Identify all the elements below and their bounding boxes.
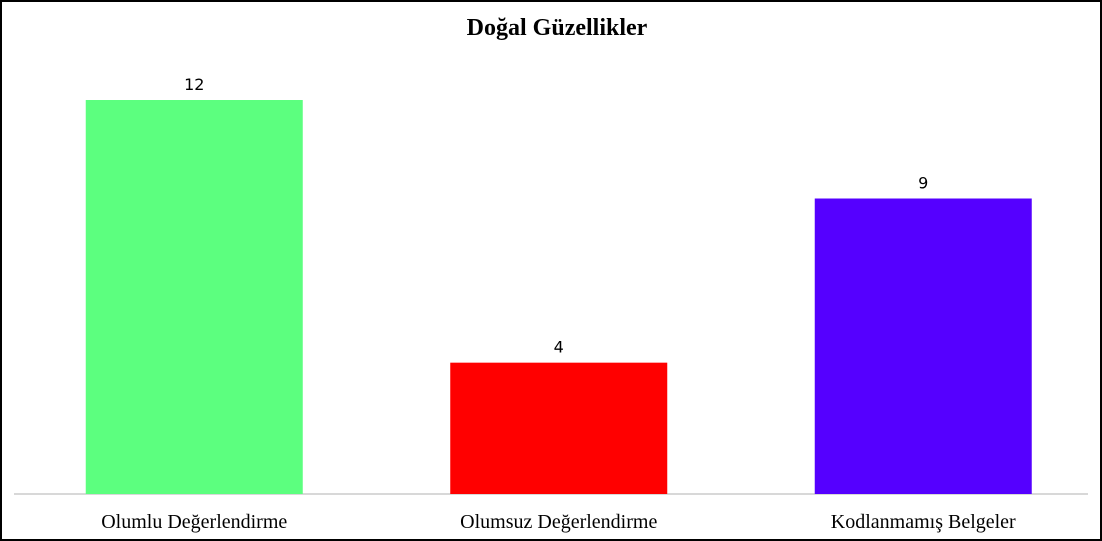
- chart-title: Doğal Güzellikler: [467, 15, 648, 41]
- bar: [85, 100, 303, 494]
- bar: [450, 362, 668, 494]
- value-label: 4: [554, 338, 564, 357]
- x-tick-label: Kodlanmamış Belgeler: [831, 511, 1016, 533]
- bar: [814, 198, 1032, 494]
- x-tick-label: Olumsuz Değerlendirme: [460, 511, 657, 533]
- value-label: 9: [918, 174, 928, 193]
- value-label: 12: [184, 75, 204, 94]
- x-tick-label: Olumlu Değerlendirme: [101, 511, 287, 533]
